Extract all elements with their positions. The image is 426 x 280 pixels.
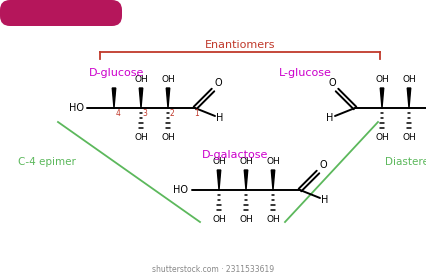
Text: OH: OH <box>375 74 389 83</box>
Polygon shape <box>244 170 248 190</box>
Text: HO: HO <box>173 185 188 195</box>
Text: Diastereomers: Diastereomers <box>385 157 426 167</box>
Text: H: H <box>326 113 334 123</box>
Text: O: O <box>328 78 336 88</box>
Text: OH: OH <box>212 214 226 223</box>
Text: OH: OH <box>161 132 175 141</box>
Text: 4: 4 <box>115 109 121 118</box>
Polygon shape <box>112 88 116 108</box>
Text: OH: OH <box>239 214 253 223</box>
Text: H: H <box>216 113 224 123</box>
Polygon shape <box>407 88 411 108</box>
Polygon shape <box>139 88 143 108</box>
Text: Diastereomers: Diastereomers <box>8 6 130 20</box>
FancyBboxPatch shape <box>0 0 122 26</box>
Text: O: O <box>214 78 222 88</box>
Text: OH: OH <box>212 157 226 165</box>
Text: HO: HO <box>69 103 83 113</box>
Text: OH: OH <box>402 74 416 83</box>
Text: OH: OH <box>266 214 280 223</box>
Text: Enantiomers: Enantiomers <box>205 40 275 50</box>
Text: O: O <box>319 160 327 170</box>
Text: 1: 1 <box>195 109 199 118</box>
Text: D-galactose: D-galactose <box>202 150 268 160</box>
Text: 3: 3 <box>143 109 147 118</box>
Text: D-glucose: D-glucose <box>89 68 145 78</box>
Text: OH: OH <box>266 157 280 165</box>
Text: 2: 2 <box>170 109 174 118</box>
Text: H: H <box>321 195 329 205</box>
Polygon shape <box>166 88 170 108</box>
Polygon shape <box>380 88 384 108</box>
Text: OH: OH <box>239 157 253 165</box>
Polygon shape <box>271 170 275 190</box>
Text: L-glucose: L-glucose <box>279 68 331 78</box>
Text: OH: OH <box>134 132 148 141</box>
Text: C-4 epimer: C-4 epimer <box>18 157 76 167</box>
Text: OH: OH <box>402 132 416 141</box>
Text: OH: OH <box>161 74 175 83</box>
Text: shutterstock.com · 2311533619: shutterstock.com · 2311533619 <box>152 265 274 274</box>
Polygon shape <box>217 170 221 190</box>
Text: OH: OH <box>375 132 389 141</box>
Text: OH: OH <box>134 74 148 83</box>
